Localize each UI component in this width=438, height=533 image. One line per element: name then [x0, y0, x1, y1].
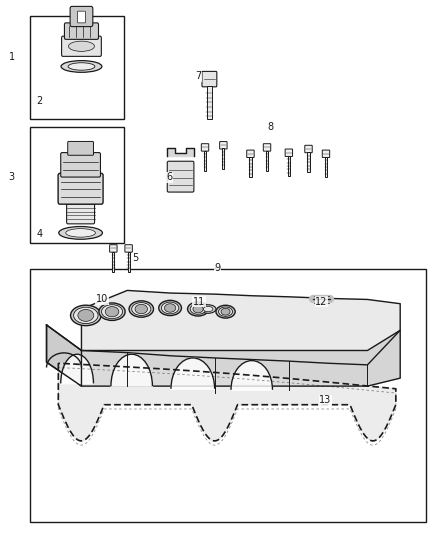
Polygon shape — [81, 290, 400, 365]
FancyBboxPatch shape — [110, 245, 117, 252]
Polygon shape — [61, 354, 93, 383]
Ellipse shape — [99, 303, 125, 320]
Ellipse shape — [135, 304, 148, 314]
Bar — [288, 156, 290, 176]
Ellipse shape — [193, 305, 203, 313]
Ellipse shape — [129, 301, 153, 317]
Ellipse shape — [132, 303, 151, 316]
FancyBboxPatch shape — [322, 150, 330, 158]
Bar — [249, 157, 251, 177]
FancyBboxPatch shape — [61, 152, 100, 177]
Text: 1: 1 — [9, 52, 15, 61]
Polygon shape — [231, 361, 272, 390]
Ellipse shape — [190, 304, 206, 314]
Ellipse shape — [216, 305, 235, 318]
FancyBboxPatch shape — [285, 149, 293, 157]
Text: 3: 3 — [9, 172, 15, 182]
Ellipse shape — [71, 305, 101, 326]
Text: 10: 10 — [96, 294, 108, 304]
FancyBboxPatch shape — [167, 161, 194, 192]
Ellipse shape — [187, 302, 208, 316]
FancyBboxPatch shape — [247, 150, 254, 158]
Text: 5: 5 — [133, 253, 139, 263]
Bar — [127, 252, 130, 272]
Ellipse shape — [74, 307, 98, 324]
Ellipse shape — [78, 310, 94, 321]
Bar — [266, 151, 268, 171]
Bar — [204, 151, 206, 171]
Ellipse shape — [219, 307, 233, 317]
Polygon shape — [58, 364, 396, 441]
Ellipse shape — [161, 302, 179, 314]
Ellipse shape — [159, 301, 181, 316]
FancyBboxPatch shape — [125, 245, 132, 252]
FancyBboxPatch shape — [305, 146, 312, 153]
FancyBboxPatch shape — [263, 144, 271, 151]
FancyBboxPatch shape — [201, 144, 209, 151]
Ellipse shape — [61, 61, 102, 72]
FancyBboxPatch shape — [78, 11, 85, 23]
FancyBboxPatch shape — [70, 6, 93, 27]
Ellipse shape — [203, 306, 213, 312]
FancyBboxPatch shape — [67, 200, 95, 224]
Bar — [112, 252, 114, 272]
Bar — [30, 269, 426, 522]
Text: 11: 11 — [193, 296, 205, 306]
FancyBboxPatch shape — [64, 23, 99, 39]
Polygon shape — [111, 354, 152, 386]
Bar — [325, 157, 327, 177]
Text: 9: 9 — [215, 263, 221, 272]
FancyBboxPatch shape — [68, 141, 93, 155]
Bar — [30, 127, 124, 243]
Text: 8: 8 — [267, 122, 273, 132]
Ellipse shape — [105, 306, 119, 317]
Text: 7: 7 — [195, 71, 201, 81]
Text: 4: 4 — [36, 229, 42, 239]
Bar — [307, 152, 310, 172]
Ellipse shape — [164, 304, 176, 312]
Ellipse shape — [102, 305, 123, 319]
Ellipse shape — [66, 229, 95, 237]
Text: 6: 6 — [166, 172, 173, 182]
Ellipse shape — [221, 308, 230, 315]
Bar — [207, 86, 212, 119]
Polygon shape — [167, 148, 194, 157]
Ellipse shape — [59, 227, 102, 239]
FancyBboxPatch shape — [62, 36, 101, 56]
Polygon shape — [46, 325, 81, 386]
Bar — [222, 149, 224, 168]
Bar — [30, 15, 124, 119]
Ellipse shape — [68, 41, 95, 51]
FancyBboxPatch shape — [58, 173, 103, 204]
Polygon shape — [46, 325, 400, 386]
FancyBboxPatch shape — [219, 142, 227, 149]
Ellipse shape — [200, 305, 216, 313]
Polygon shape — [171, 358, 215, 389]
Text: 13: 13 — [319, 395, 332, 406]
Text: 2: 2 — [36, 95, 43, 106]
Ellipse shape — [68, 63, 95, 70]
FancyBboxPatch shape — [202, 71, 217, 87]
Text: 12: 12 — [315, 296, 328, 306]
